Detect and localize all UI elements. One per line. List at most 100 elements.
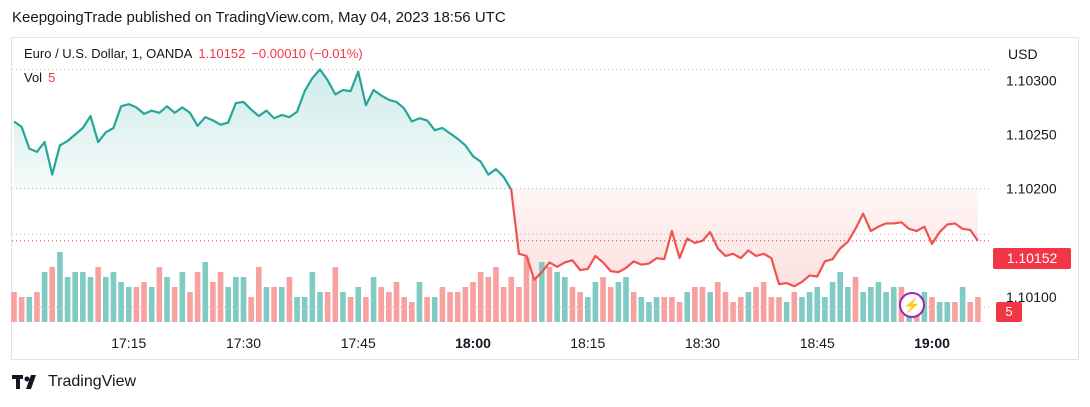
price-line-below [509, 188, 979, 288]
volume-bar [516, 287, 522, 322]
time-tick-label: 17:15 [111, 335, 146, 351]
volume-bar [347, 297, 354, 322]
volume-bar [508, 277, 515, 322]
volume-bar [72, 272, 78, 322]
volume-bar [340, 292, 346, 322]
price-tick-label: 1.10300 [1006, 72, 1057, 88]
volume-bar [278, 287, 285, 322]
volume-bar [95, 267, 101, 322]
volume-bar [57, 252, 63, 322]
volume-bar [271, 287, 277, 322]
symbol-name[interactable]: Euro / U.S. Dollar, 1, OANDA [24, 46, 193, 61]
volume-legend-label: Vol [24, 70, 43, 85]
volume-bar [623, 277, 629, 322]
volume-bar [194, 272, 201, 322]
volume-bar [722, 292, 729, 322]
time-tick-label: 18:45 [800, 335, 835, 351]
volume-bar [263, 287, 270, 322]
chart-frame[interactable] [11, 37, 1079, 360]
footer-brand[interactable]: TradingView [12, 373, 136, 391]
volume-bar [806, 292, 813, 322]
volume-bar [294, 297, 300, 322]
volume-bar [179, 272, 186, 322]
volume-bar [967, 302, 974, 322]
volume-bar [829, 282, 836, 322]
volume-bar [118, 282, 124, 322]
volume-bar [814, 287, 821, 322]
volume-bar [416, 282, 423, 322]
price-tick-label: 1.10100 [1006, 289, 1057, 305]
volume-bar [309, 272, 316, 322]
volume-bar [301, 297, 308, 322]
volume-bar [409, 302, 415, 322]
volume-bar [370, 277, 377, 322]
price-tick-label: 1.10250 [1006, 126, 1057, 142]
time-tick-label: 19:00 [914, 335, 950, 351]
time-tick-label: 17:30 [226, 335, 261, 351]
volume-bar [49, 267, 56, 322]
published-line: KeepgoingTrade published on TradingView.… [12, 9, 506, 26]
volume-bar [799, 297, 805, 322]
volume-bar [171, 287, 178, 322]
volume-bar [760, 282, 767, 322]
volume-bar [477, 272, 484, 322]
volume-bar [577, 292, 583, 322]
volume-bar [653, 297, 660, 322]
volume-bar [562, 277, 568, 322]
volume-bar [156, 267, 163, 322]
volume-legend[interactable]: Vol 5 [24, 70, 61, 85]
volume-bar [546, 267, 553, 322]
volume-bar [217, 272, 224, 322]
time-tick-label: 18:00 [455, 335, 491, 351]
volume-bar [646, 302, 652, 322]
volume-bar [454, 292, 461, 322]
volume-bar [592, 282, 599, 322]
volume-bar [317, 292, 323, 322]
volume-bar [837, 272, 843, 322]
volume-bar [148, 287, 155, 322]
volume-bar [822, 297, 828, 322]
volume-bar [11, 292, 17, 322]
volume-bar [753, 287, 759, 322]
volume-bar [462, 287, 469, 322]
volume-bar [936, 302, 943, 322]
volume-bar [929, 297, 935, 322]
volume-bar [845, 287, 851, 322]
volume-bar [439, 287, 446, 322]
volume-bar [133, 287, 140, 322]
volume-bar [944, 302, 951, 322]
volume-bar [607, 287, 614, 322]
volume-bar [699, 287, 706, 322]
volume-bar [110, 272, 117, 322]
volume-bar [470, 282, 476, 322]
volume-bar [233, 277, 239, 322]
volume-bar [248, 297, 254, 322]
volume-bar [638, 297, 645, 322]
volume-bar [447, 292, 453, 322]
volume-bar [630, 292, 637, 322]
volume-bar [539, 262, 545, 322]
volume-bar [34, 292, 40, 322]
volume-bar [676, 302, 683, 322]
volume-bar [355, 287, 362, 322]
volume-bar [493, 267, 499, 322]
volume-bar [883, 292, 889, 322]
volume-bar [791, 292, 798, 322]
volume-bar [661, 297, 668, 322]
volume-bar [860, 292, 866, 322]
volume-bar [730, 302, 736, 322]
lightning-icon[interactable]: ⚡ [899, 292, 925, 318]
volume-bar [875, 282, 882, 322]
volume-bar [485, 277, 492, 322]
volume-bar [692, 287, 698, 322]
volume-bar [776, 297, 782, 322]
volume-bar [554, 272, 560, 322]
volume-bar [584, 297, 591, 322]
time-tick-label: 18:15 [570, 335, 605, 351]
volume-bar [80, 272, 86, 322]
volume-bar [600, 277, 606, 322]
volume-bar [164, 277, 170, 322]
symbol-legend[interactable]: Euro / U.S. Dollar, 1, OANDA 1.10152 −0.00… [24, 46, 369, 61]
volume-bar [401, 297, 407, 322]
